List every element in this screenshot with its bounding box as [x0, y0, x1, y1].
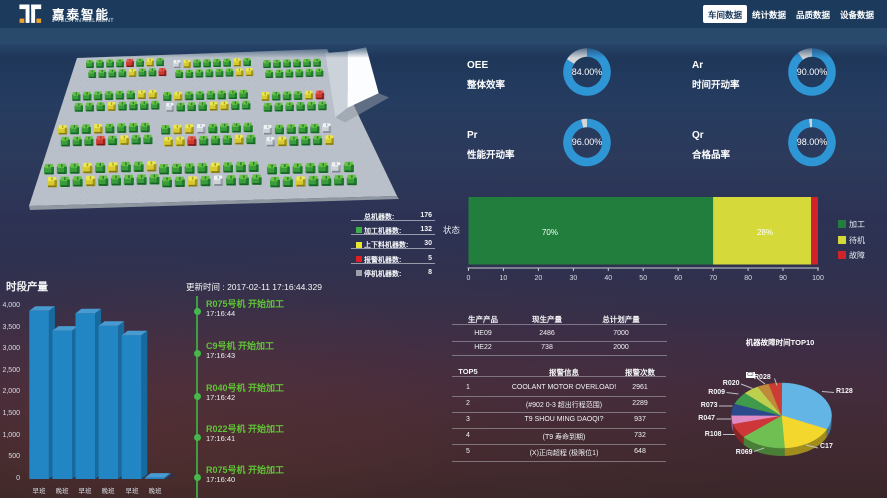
svg-text:80: 80: [744, 275, 752, 282]
svg-text:10: 10: [500, 275, 508, 282]
svg-text:40: 40: [604, 275, 612, 282]
svg-text:60: 60: [674, 275, 682, 282]
svg-text:70: 70: [709, 275, 717, 282]
svg-text:30: 30: [570, 275, 578, 282]
svg-text:20: 20: [535, 275, 543, 282]
svg-text:0: 0: [467, 275, 471, 282]
svg-text:50: 50: [639, 275, 647, 282]
svg-text:100: 100: [812, 275, 824, 282]
svg-text:90: 90: [779, 275, 787, 282]
